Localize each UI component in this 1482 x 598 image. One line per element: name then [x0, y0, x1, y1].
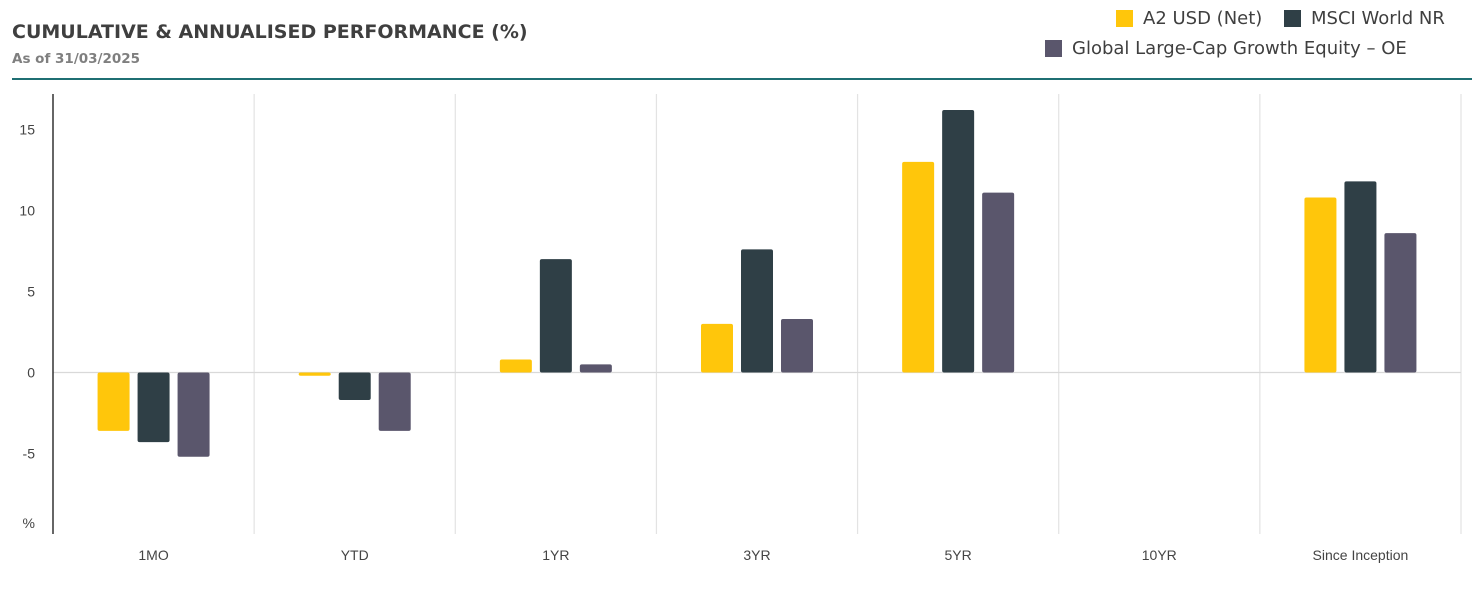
bar-global-large-cap-growth-equity-oe-5yr — [982, 193, 1014, 373]
bar-msci-world-nr-5yr — [942, 110, 974, 372]
performance-bar-chart: 15 10 5 0 -5% 1MO YTD 1YR 3YR 5YR 10YR Since Incept… — [0, 0, 1482, 598]
bar-a2-usd-net--1mo — [98, 373, 130, 431]
y-axis-unit-label: % — [23, 515, 35, 531]
bar-a2-usd-net--1yr — [500, 360, 532, 373]
x-category-label: YTD — [341, 547, 369, 563]
y-tick-label: 5 — [27, 284, 35, 300]
y-tick-label: -5 — [23, 446, 36, 462]
bar-global-large-cap-growth-equity-oe-ytd — [379, 373, 411, 431]
bar-msci-world-nr-3yr — [741, 249, 773, 372]
bar-a2-usd-net--5yr — [902, 162, 934, 373]
bar-global-large-cap-growth-equity-oe-1yr — [580, 364, 612, 372]
bar-a2-usd-net--since-inception — [1304, 198, 1336, 373]
bar-msci-world-nr-1mo — [138, 373, 170, 443]
bar-global-large-cap-growth-equity-oe-1mo — [178, 373, 210, 457]
y-tick-label: 0 — [27, 365, 35, 381]
y-tick-label: 10 — [19, 203, 35, 219]
x-category-label: 3YR — [743, 547, 770, 563]
x-category-label: Since Inception — [1313, 547, 1409, 563]
bar-msci-world-nr-since-inception — [1344, 181, 1376, 372]
bar-a2-usd-net--ytd — [299, 373, 331, 376]
bar-msci-world-nr-1yr — [540, 259, 572, 372]
x-category-label: 5YR — [945, 547, 972, 563]
bar-global-large-cap-growth-equity-oe-since-inception — [1384, 233, 1416, 372]
bar-a2-usd-net--3yr — [701, 324, 733, 373]
bar-msci-world-nr-ytd — [339, 373, 371, 401]
x-category-label: 1YR — [542, 547, 569, 563]
y-tick-label: 15 — [19, 122, 35, 138]
x-category-label: 1MO — [138, 547, 168, 563]
bar-global-large-cap-growth-equity-oe-3yr — [781, 319, 813, 372]
x-category-label: 10YR — [1142, 547, 1177, 563]
